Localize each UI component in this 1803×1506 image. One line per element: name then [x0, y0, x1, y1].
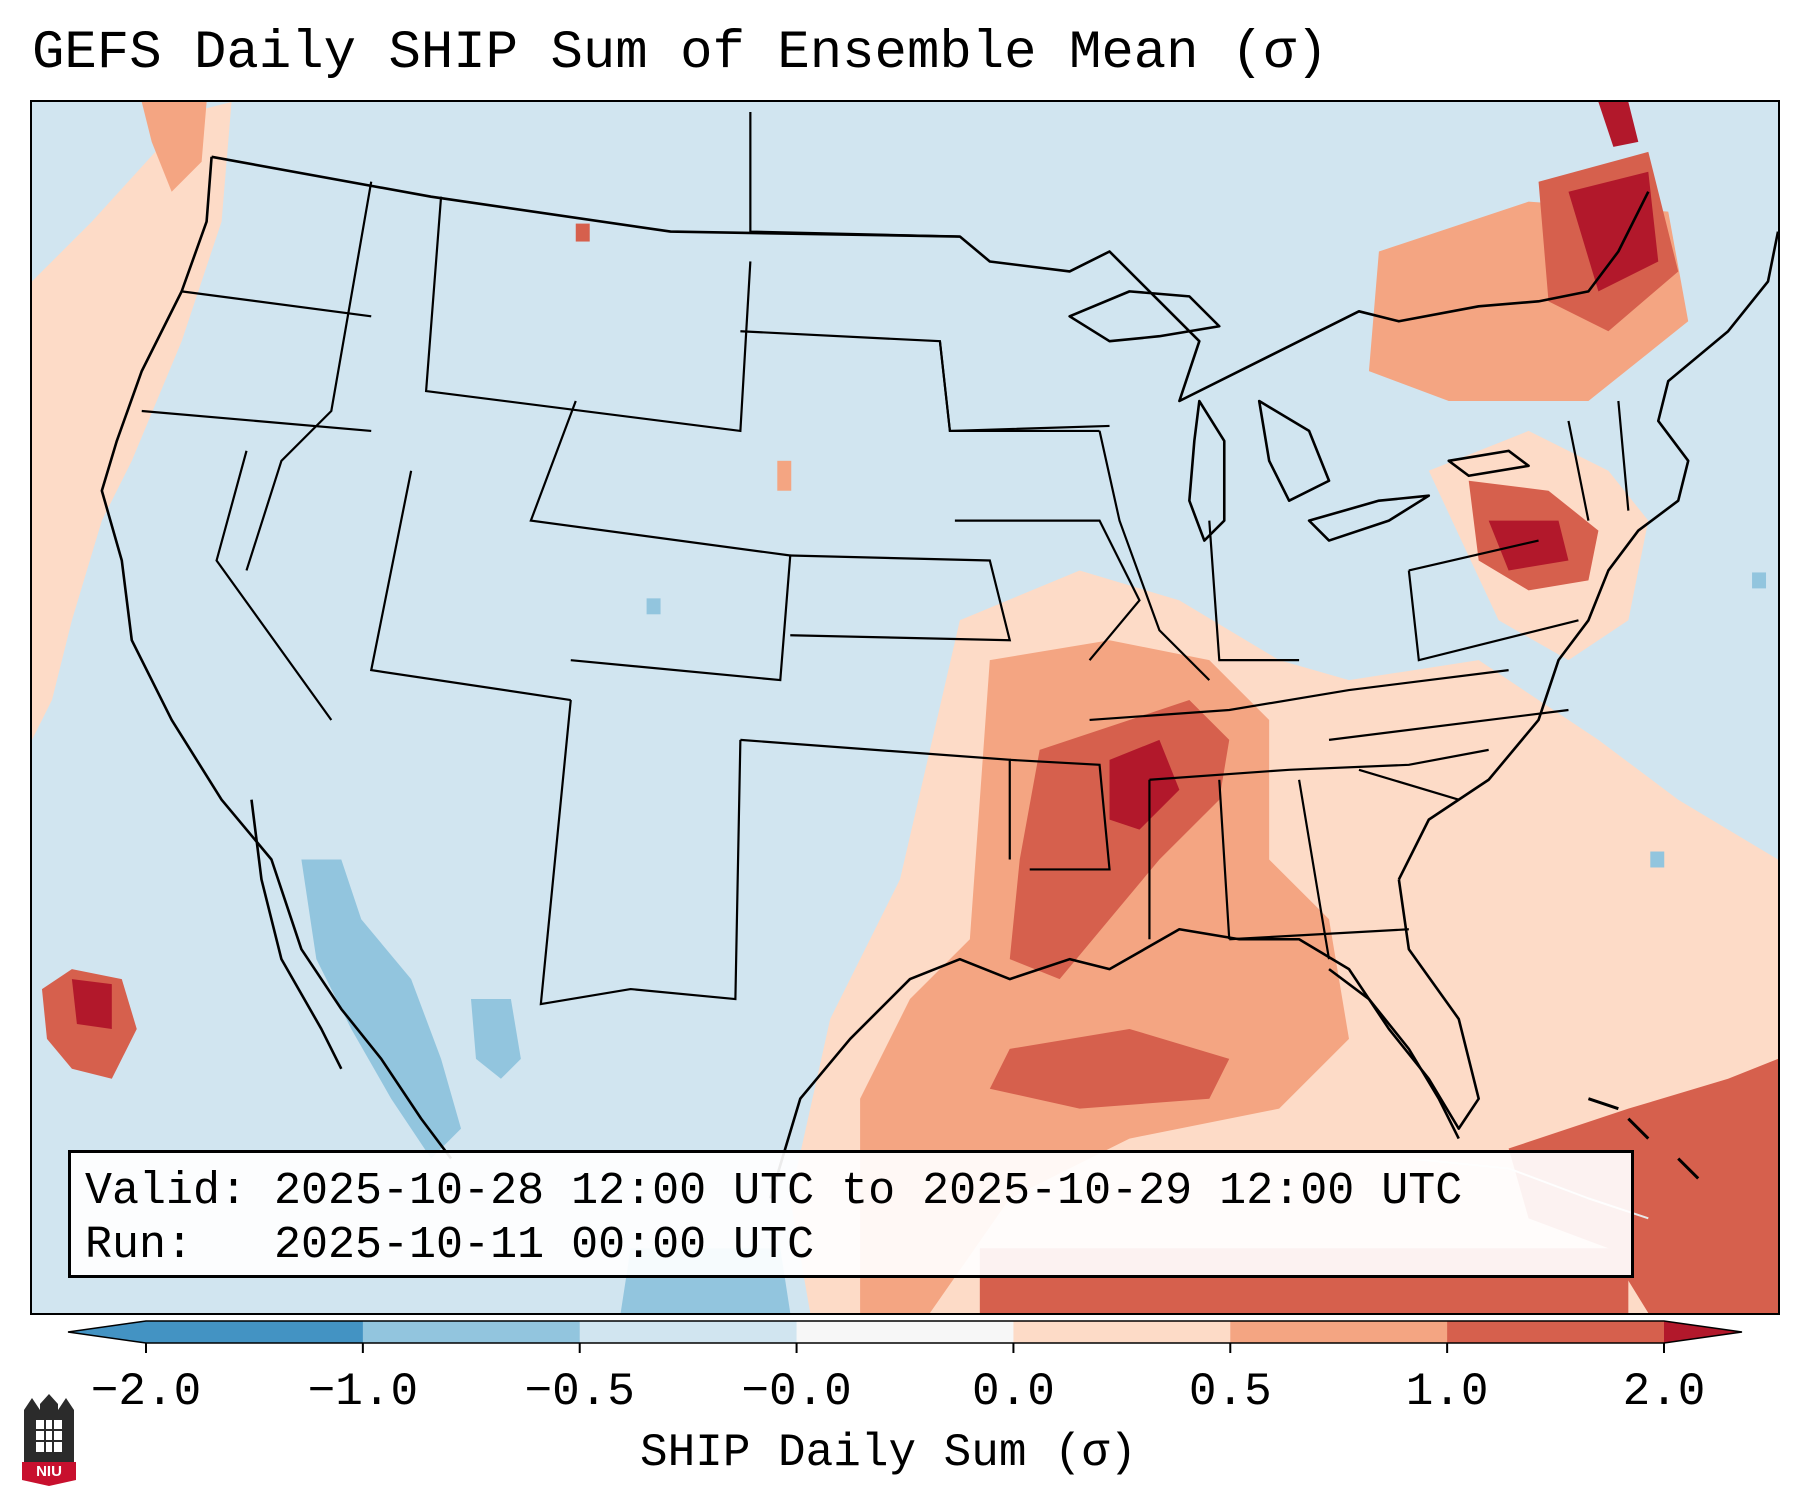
colorbar-tick-label: 0.0	[972, 1366, 1055, 1418]
anomaly-mississippi-core	[1109, 739, 1180, 830]
colorbar-segment	[1230, 1321, 1448, 1343]
anomaly-cell-atlantic-blue	[1752, 572, 1767, 589]
colorbar-tick-label: 1.0	[1405, 1366, 1489, 1418]
lake-erie	[1307, 494, 1431, 542]
run-time-line: Run: 2025-10-11 00:00 UTC	[85, 1220, 815, 1271]
state-line-mt-nd	[749, 111, 960, 238]
map-canvas	[32, 102, 1778, 1313]
anomaly-cell-nebraska	[777, 460, 792, 491]
state-line-ut	[369, 470, 571, 702]
state-line-nc-sc	[1358, 768, 1460, 801]
state-line-mn-ia	[938, 341, 1100, 433]
state-line-ny-new-england	[1567, 400, 1630, 521]
state-line-ga-fl	[1229, 928, 1409, 941]
niu-castle-logo-icon	[22, 1394, 76, 1486]
colorbar-tick-label: −2.0	[90, 1366, 202, 1418]
state-line-il-in	[1098, 430, 1211, 681]
colorbar-tick-label: 0.5	[1188, 1366, 1272, 1418]
colorbar-tick-label: 2.0	[1622, 1366, 1706, 1418]
anomaly-caribbean	[1508, 1058, 1778, 1313]
anomaly-cell-colorado-blue	[646, 598, 661, 615]
state-line-tn-ms	[1149, 748, 1489, 781]
logo-text: NIU	[36, 1463, 62, 1480]
colorbar-tick-label: −0.0	[741, 1366, 852, 1418]
validity-info-box: Valid: 2025-10-28 12:00 UTC to 2025-10-2…	[68, 1150, 1634, 1278]
anomaly-northeast-core	[1488, 520, 1569, 571]
state-line-nv-ca	[215, 450, 333, 721]
lake-huron	[1257, 399, 1331, 502]
anomaly-mississippi-red	[1009, 700, 1230, 980]
colorbar-segment	[579, 1321, 798, 1343]
anomaly-canada-core	[1568, 171, 1659, 292]
lake-superior	[1068, 290, 1221, 343]
state-line-or-ca	[141, 409, 372, 433]
state-line-wa-or	[181, 290, 372, 318]
colorbar-label: SHIP Daily Sum (σ)	[640, 1427, 1137, 1479]
state-line-pa-ny	[1407, 539, 1579, 662]
state-line-ks-ok	[790, 554, 1012, 642]
colorbar-segment	[1013, 1321, 1231, 1343]
lake-ontario	[1447, 449, 1530, 478]
anomaly-baja-blue	[301, 859, 462, 1159]
state-line-sd-ne	[740, 330, 1110, 433]
colorbar-segment	[796, 1321, 1014, 1343]
anomaly-field	[32, 102, 1778, 1313]
state-line-wy	[424, 196, 752, 433]
colorbar-tick-label: −1.0	[307, 1366, 419, 1418]
colorbar-segments	[67, 1320, 1743, 1353]
anomaly-quebec-north	[1598, 102, 1639, 147]
state-line-ar-la	[1009, 758, 1111, 871]
baja-coastline	[250, 799, 343, 1070]
atlantic-coastline	[1397, 231, 1778, 881]
anomaly-pacific-coast	[32, 102, 232, 740]
colorbar-extend-low	[68, 1321, 146, 1343]
anomaly-cell-montana	[575, 223, 590, 242]
state-line-co	[529, 400, 792, 682]
state-line-nm-tx	[539, 699, 742, 1006]
colorbar-segment	[1447, 1321, 1665, 1343]
chart-title: GEFS Daily SHIP Sum of Ensemble Mean (σ)	[32, 23, 1329, 84]
colorbar-segment	[146, 1321, 364, 1343]
florida-peninsula	[1328, 968, 1460, 1140]
state-line-id-west	[245, 181, 373, 571]
colorbar-segment	[362, 1321, 581, 1343]
anomaly-cell-atlantic-blue-2	[1650, 851, 1665, 868]
colorbar-extend-high	[1664, 1321, 1742, 1343]
colorbar	[67, 1320, 1743, 1353]
state-line-ia-mo	[954, 519, 1141, 661]
colorbar-tick-label: −0.5	[524, 1366, 635, 1418]
lake-michigan	[1188, 399, 1226, 542]
state-line-in-oh	[1208, 520, 1300, 662]
anomaly-south-medium	[860, 640, 1349, 1313]
anomaly-mexico-blue	[470, 999, 521, 1079]
valid-time-line: Valid: 2025-10-28 12:00 UTC to 2025-10-2…	[85, 1166, 1463, 1217]
state-line-va-nc	[1328, 708, 1569, 741]
state-line-al-ga	[1218, 779, 1331, 960]
map-panel[interactable]	[30, 100, 1780, 1315]
state-borders	[141, 111, 1630, 1006]
pacific-coastline	[100, 156, 453, 1160]
anomaly-pacific-nw	[141, 102, 207, 192]
anomaly-gulf-red	[989, 1028, 1230, 1109]
anomaly-pacific-sw-core	[71, 979, 112, 1029]
state-line-ky-tn	[1089, 669, 1509, 722]
bahamas	[1587, 1097, 1700, 1180]
